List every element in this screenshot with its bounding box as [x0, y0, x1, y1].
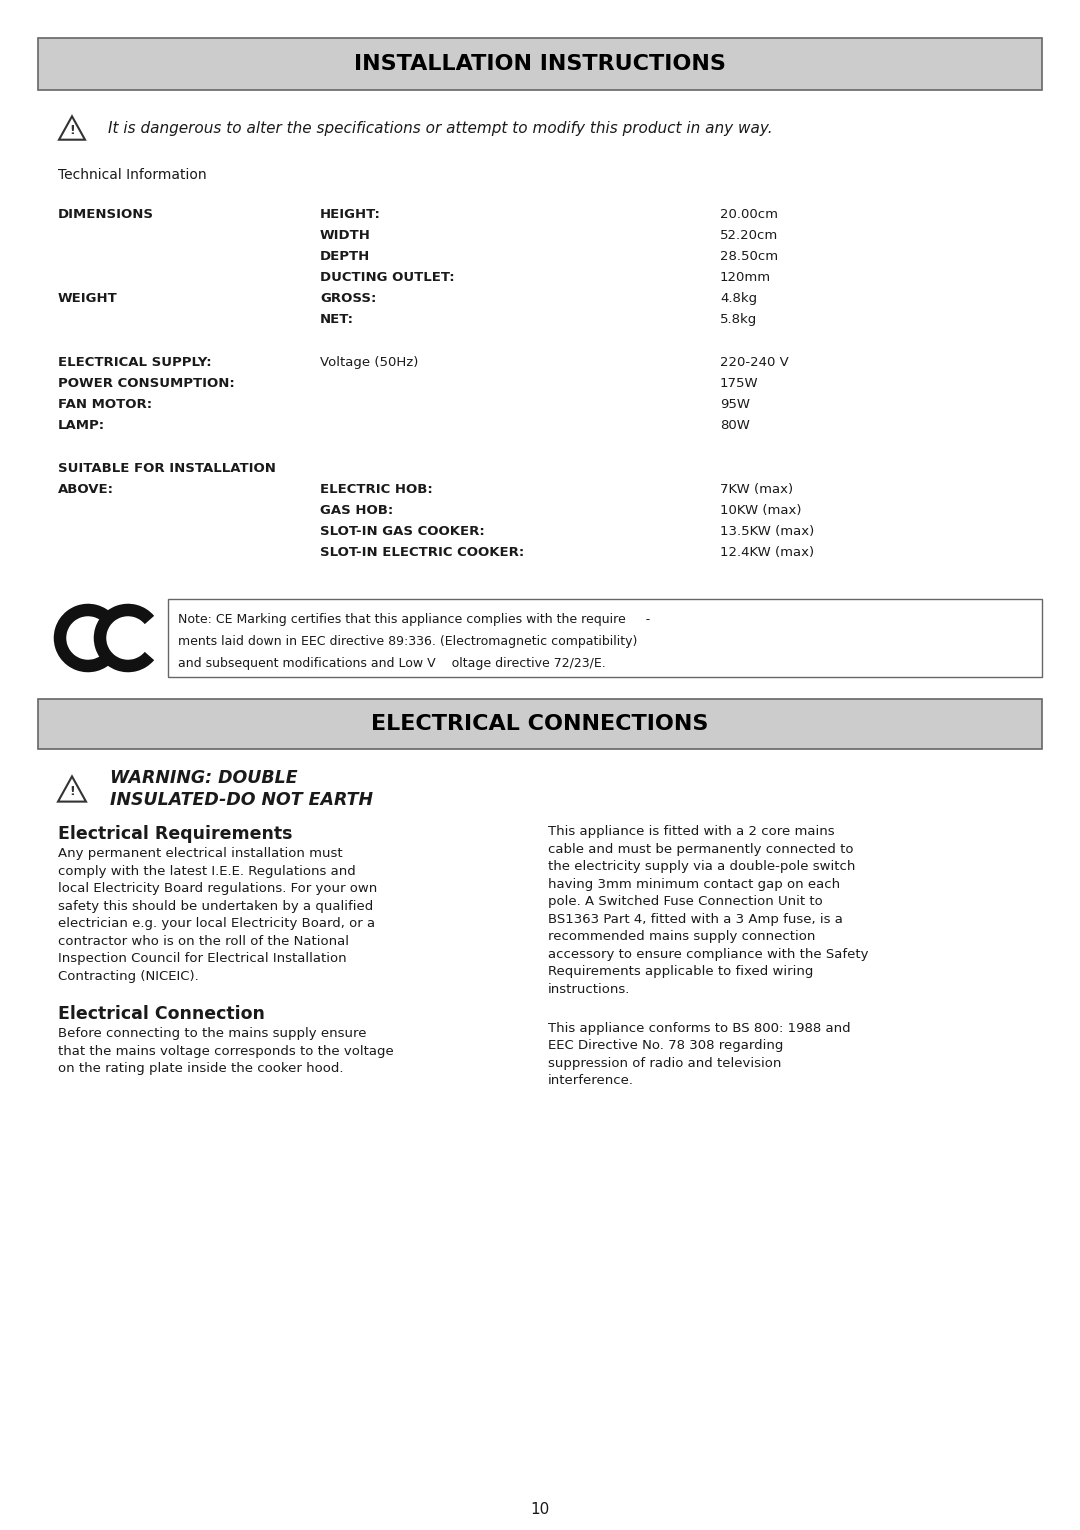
Text: 120mm: 120mm: [720, 271, 771, 285]
Text: contractor who is on the roll of the National: contractor who is on the roll of the Nat…: [58, 935, 349, 947]
Text: the electricity supply via a double-pole switch: the electricity supply via a double-pole…: [548, 860, 855, 874]
Text: Any permanent electrical installation must: Any permanent electrical installation mu…: [58, 848, 342, 860]
Text: on the rating plate inside the cooker hood.: on the rating plate inside the cooker ho…: [58, 1062, 343, 1076]
Text: LAMP:: LAMP:: [58, 419, 105, 431]
Text: SUITABLE FOR INSTALLATION: SUITABLE FOR INSTALLATION: [58, 462, 275, 474]
Text: ments laid down in EEC directive 89:336. (Electromagnetic compatibility): ments laid down in EEC directive 89:336.…: [178, 635, 637, 649]
Text: Technical Information: Technical Information: [58, 168, 206, 182]
Text: 95W: 95W: [720, 398, 750, 412]
Text: GAS HOB:: GAS HOB:: [320, 503, 393, 517]
Text: interference.: interference.: [548, 1074, 634, 1088]
Text: 80W: 80W: [720, 419, 750, 431]
Text: FAN MOTOR:: FAN MOTOR:: [58, 398, 152, 412]
Text: 20.00cm: 20.00cm: [720, 208, 778, 220]
Text: 5.8kg: 5.8kg: [720, 314, 757, 326]
Text: cable and must be permanently connected to: cable and must be permanently connected …: [548, 843, 853, 855]
Text: !: !: [69, 785, 75, 797]
Text: ELECTRICAL CONNECTIONS: ELECTRICAL CONNECTIONS: [372, 715, 708, 734]
Text: This appliance conforms to BS 800: 1988 and: This appliance conforms to BS 800: 1988 …: [548, 1022, 851, 1034]
Text: WARNING: DOUBLE: WARNING: DOUBLE: [110, 770, 298, 786]
Bar: [38, 38, 1042, 90]
Text: DIMENSIONS: DIMENSIONS: [58, 208, 154, 220]
Text: recommended mains supply connection: recommended mains supply connection: [548, 930, 815, 942]
Text: Electrical Connection: Electrical Connection: [58, 1005, 265, 1024]
Text: Requirements applicable to fixed wiring: Requirements applicable to fixed wiring: [548, 965, 813, 978]
Text: BS1363 Part 4, fitted with a 3 Amp fuse, is a: BS1363 Part 4, fitted with a 3 Amp fuse,…: [548, 912, 842, 926]
Bar: [38, 699, 1042, 750]
Text: DUCTING OUTLET:: DUCTING OUTLET:: [320, 271, 455, 285]
Text: 7KW (max): 7KW (max): [720, 483, 793, 496]
Text: 220-240 V: 220-240 V: [720, 356, 788, 369]
Text: safety this should be undertaken by a qualified: safety this should be undertaken by a qu…: [58, 900, 374, 912]
Text: 4.8kg: 4.8kg: [720, 292, 757, 304]
Text: that the mains voltage corresponds to the voltage: that the mains voltage corresponds to th…: [58, 1045, 394, 1057]
Text: ABOVE:: ABOVE:: [58, 483, 114, 496]
Text: WEIGHT: WEIGHT: [58, 292, 118, 304]
Text: comply with the latest I.E.E. Regulations and: comply with the latest I.E.E. Regulation…: [58, 864, 355, 878]
Text: DEPTH: DEPTH: [320, 249, 370, 263]
Text: Before connecting to the mains supply ensure: Before connecting to the mains supply en…: [58, 1027, 366, 1040]
Text: ELECTRIC HOB:: ELECTRIC HOB:: [320, 483, 433, 496]
Text: instructions.: instructions.: [548, 982, 631, 996]
Text: 28.50cm: 28.50cm: [720, 249, 778, 263]
Text: INSULATED-DO NOT EARTH: INSULATED-DO NOT EARTH: [110, 791, 373, 809]
Text: Inspection Council for Electrical Installation: Inspection Council for Electrical Instal…: [58, 952, 347, 965]
Text: WIDTH: WIDTH: [320, 230, 370, 242]
Text: ELECTRICAL SUPPLY:: ELECTRICAL SUPPLY:: [58, 356, 212, 369]
Text: NET:: NET:: [320, 314, 354, 326]
Text: local Electricity Board regulations. For your own: local Electricity Board regulations. For…: [58, 881, 377, 895]
Text: Note: CE Marking certifies that this appliance complies with the require     -: Note: CE Marking certifies that this app…: [178, 614, 650, 626]
Text: pole. A Switched Fuse Connection Unit to: pole. A Switched Fuse Connection Unit to: [548, 895, 823, 907]
Text: suppression of radio and television: suppression of radio and television: [548, 1057, 781, 1069]
Text: 175W: 175W: [720, 376, 758, 390]
Text: and subsequent modifications and Low V    oltage directive 72/23/E.: and subsequent modifications and Low V o…: [178, 656, 606, 670]
Text: electrician e.g. your local Electricity Board, or a: electrician e.g. your local Electricity …: [58, 916, 375, 930]
Text: Electrical Requirements: Electrical Requirements: [58, 825, 293, 843]
Text: 10KW (max): 10KW (max): [720, 503, 801, 517]
Text: SLOT-IN GAS COOKER:: SLOT-IN GAS COOKER:: [320, 525, 485, 539]
Text: This appliance is fitted with a 2 core mains: This appliance is fitted with a 2 core m…: [548, 825, 835, 838]
Text: 10: 10: [530, 1502, 550, 1518]
Text: POWER CONSUMPTION:: POWER CONSUMPTION:: [58, 376, 234, 390]
Text: Contracting (NICEIC).: Contracting (NICEIC).: [58, 970, 199, 982]
Bar: [168, 600, 1042, 676]
Text: accessory to ensure compliance with the Safety: accessory to ensure compliance with the …: [548, 947, 868, 961]
Text: Voltage (50Hz): Voltage (50Hz): [320, 356, 418, 369]
Text: 12.4KW (max): 12.4KW (max): [720, 546, 814, 558]
Text: INSTALLATION INSTRUCTIONS: INSTALLATION INSTRUCTIONS: [354, 54, 726, 73]
Text: HEIGHT:: HEIGHT:: [320, 208, 381, 220]
Text: EEC Directive No. 78 308 regarding: EEC Directive No. 78 308 regarding: [548, 1039, 783, 1053]
Text: !: !: [69, 124, 75, 136]
Text: SLOT-IN ELECTRIC COOKER:: SLOT-IN ELECTRIC COOKER:: [320, 546, 524, 558]
Text: having 3mm minimum contact gap on each: having 3mm minimum contact gap on each: [548, 878, 840, 890]
Text: 13.5KW (max): 13.5KW (max): [720, 525, 814, 539]
Text: It is dangerous to alter the specifications or attempt to modify this product in: It is dangerous to alter the specificati…: [108, 121, 772, 136]
Text: GROSS:: GROSS:: [320, 292, 376, 304]
Text: 52.20cm: 52.20cm: [720, 230, 779, 242]
